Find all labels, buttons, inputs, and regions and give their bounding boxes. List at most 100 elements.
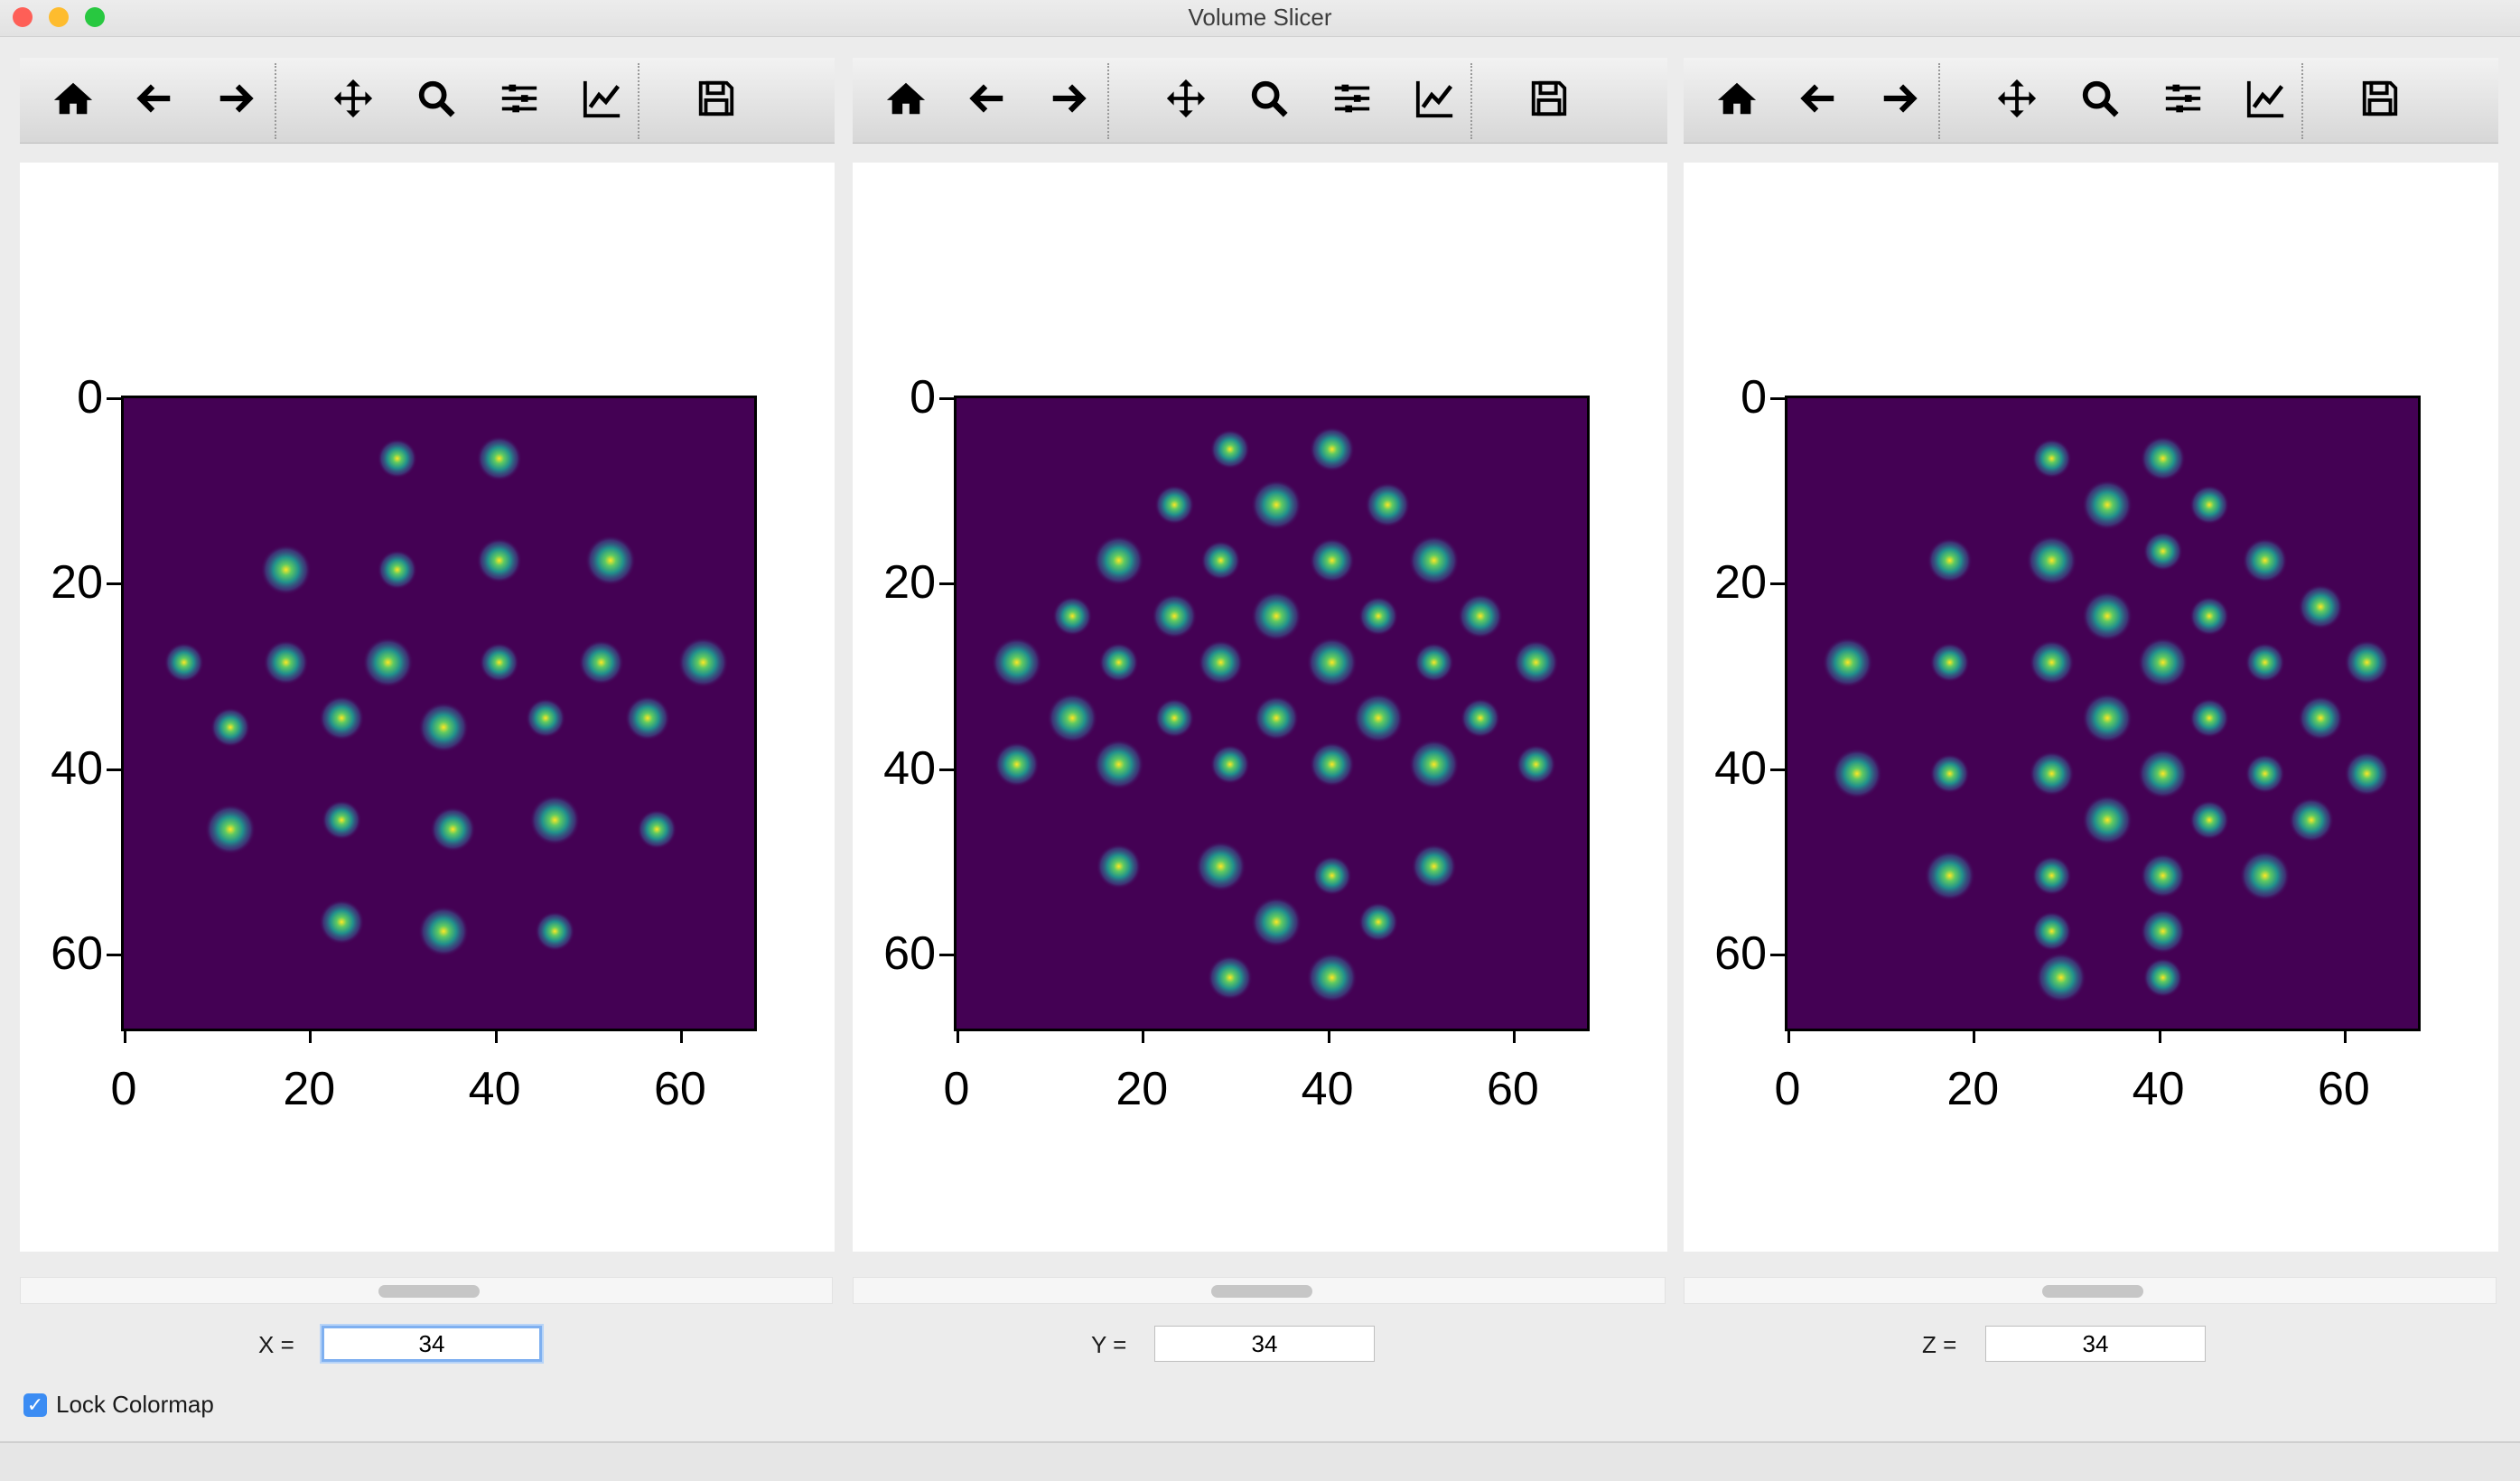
- y-slice-input[interactable]: 34: [1154, 1326, 1375, 1362]
- back-arrow-icon: [134, 78, 175, 124]
- subplots-button[interactable]: [2159, 76, 2207, 125]
- save-button[interactable]: [1525, 76, 1573, 125]
- x-tick: [1512, 1029, 1516, 1043]
- intensity-peak: [1052, 596, 1093, 637]
- x-tick: [1142, 1029, 1145, 1043]
- y-tick: [107, 768, 121, 771]
- intensity-peak: [1251, 480, 1302, 531]
- intensity-peak: [2140, 435, 2186, 481]
- save-button[interactable]: [692, 76, 741, 125]
- horizontal-scrollbar[interactable]: [853, 1277, 1666, 1304]
- scrollbar-thumb[interactable]: [1211, 1285, 1312, 1298]
- intensity-peak: [2082, 795, 2133, 846]
- plot-canvas[interactable]: 0 20 40 60 0 20 40 60: [853, 163, 1667, 1252]
- heatmap-image: [163, 435, 729, 957]
- plot-canvas[interactable]: 0 20 40 60 0 20 40 60: [20, 163, 835, 1252]
- intensity-peak: [2031, 855, 2072, 896]
- intensity-peak: [2142, 957, 2183, 998]
- intensity-peak: [624, 695, 670, 741]
- forward-arrow-icon: [1879, 78, 1920, 124]
- intensity-peak: [2298, 583, 2344, 629]
- home-icon: [52, 78, 94, 124]
- lock-colormap-checkbox[interactable]: ✓ Lock Colormap: [23, 1391, 214, 1419]
- intensity-peak: [2137, 748, 2189, 799]
- heatmap[interactable]: [1785, 396, 2421, 1031]
- x-slice-input[interactable]: 34: [322, 1326, 542, 1362]
- home-button[interactable]: [882, 76, 930, 125]
- intensity-peak: [210, 707, 251, 748]
- horizontal-scrollbar[interactable]: [1684, 1277, 2497, 1304]
- minimize-window-button[interactable]: [49, 7, 69, 27]
- forward-arrow-button[interactable]: [211, 76, 260, 125]
- x-tick-label: 60: [653, 1063, 706, 1115]
- back-arrow-button[interactable]: [1794, 76, 1843, 125]
- intensity-peak: [2344, 750, 2390, 796]
- intensity-peak: [1200, 540, 1241, 581]
- pan-button[interactable]: [329, 76, 378, 125]
- edit-axes-button[interactable]: [578, 76, 627, 125]
- y-tick: [107, 953, 121, 956]
- navigation-toolbar: [853, 58, 1667, 144]
- zoom-button[interactable]: [1245, 76, 1293, 125]
- save-icon: [1528, 78, 1570, 124]
- zoom-button[interactable]: [412, 76, 461, 125]
- subplots-button[interactable]: [1328, 76, 1377, 125]
- zoom-button[interactable]: [2076, 76, 2124, 125]
- intensity-peak: [2140, 908, 2186, 955]
- pan-button[interactable]: [1162, 76, 1210, 125]
- forward-arrow-button[interactable]: [1875, 76, 1924, 125]
- x-tick-label: 60: [1486, 1063, 1539, 1115]
- intensity-peak: [2189, 596, 2230, 637]
- y-tick-label: 60: [1714, 927, 1767, 980]
- x-tick: [309, 1029, 313, 1043]
- zoom-window-button[interactable]: [85, 7, 105, 27]
- intensity-peak: [1929, 753, 1970, 794]
- intensity-peak: [994, 741, 1040, 787]
- intensity-peak: [2035, 952, 2086, 1003]
- save-button[interactable]: [2356, 76, 2404, 125]
- edit-axes-icon: [2245, 78, 2287, 124]
- intensity-peak: [2245, 753, 2285, 794]
- intensity-peak: [479, 642, 519, 683]
- z-slice-input[interactable]: 34: [1985, 1326, 2206, 1362]
- horizontal-scrollbar[interactable]: [20, 1277, 833, 1304]
- heatmap[interactable]: [121, 396, 757, 1031]
- x-tick-label: 60: [2317, 1063, 2370, 1115]
- y-tick-label: 0: [77, 371, 103, 424]
- intensity-peak: [1154, 485, 1195, 526]
- plot-canvas[interactable]: 0 20 40 60 0 20 40 60: [1684, 163, 2498, 1252]
- intensity-peak: [1195, 841, 1246, 892]
- scrollbar-thumb[interactable]: [2042, 1285, 2143, 1298]
- intensity-peak: [322, 800, 362, 841]
- intensity-peak: [2082, 693, 2133, 744]
- subplots-button[interactable]: [495, 76, 544, 125]
- intensity-peak: [1207, 955, 1253, 1001]
- back-arrow-button[interactable]: [130, 76, 179, 125]
- intensity-peak: [2026, 535, 2077, 586]
- pan-button[interactable]: [1993, 76, 2041, 125]
- intensity-peak: [1516, 744, 1556, 785]
- intensity-peak: [1460, 698, 1500, 739]
- home-button[interactable]: [1713, 76, 1761, 125]
- zoom-icon: [415, 78, 457, 124]
- y-tick: [1770, 582, 1785, 586]
- edit-axes-button[interactable]: [1411, 76, 1460, 125]
- heatmap-image: [991, 426, 1559, 1003]
- status-bar: [0, 1441, 2520, 1481]
- edit-axes-button[interactable]: [2242, 76, 2291, 125]
- intensity-peak: [1513, 639, 1559, 685]
- intensity-peak: [1358, 596, 1399, 637]
- heatmap[interactable]: [954, 396, 1590, 1031]
- back-arrow-button[interactable]: [963, 76, 1012, 125]
- intensity-peak: [1822, 637, 1873, 688]
- close-window-button[interactable]: [13, 7, 33, 27]
- home-button[interactable]: [49, 76, 98, 125]
- forward-arrow-button[interactable]: [1044, 76, 1093, 125]
- y-tick-label: 20: [1714, 556, 1767, 610]
- intensity-peak: [1306, 637, 1358, 688]
- y-tick: [939, 768, 954, 771]
- intensity-peak: [1047, 693, 1098, 744]
- z-slice-label: Z =: [1922, 1331, 1957, 1358]
- scrollbar-thumb[interactable]: [378, 1285, 480, 1298]
- intensity-peak: [476, 537, 522, 583]
